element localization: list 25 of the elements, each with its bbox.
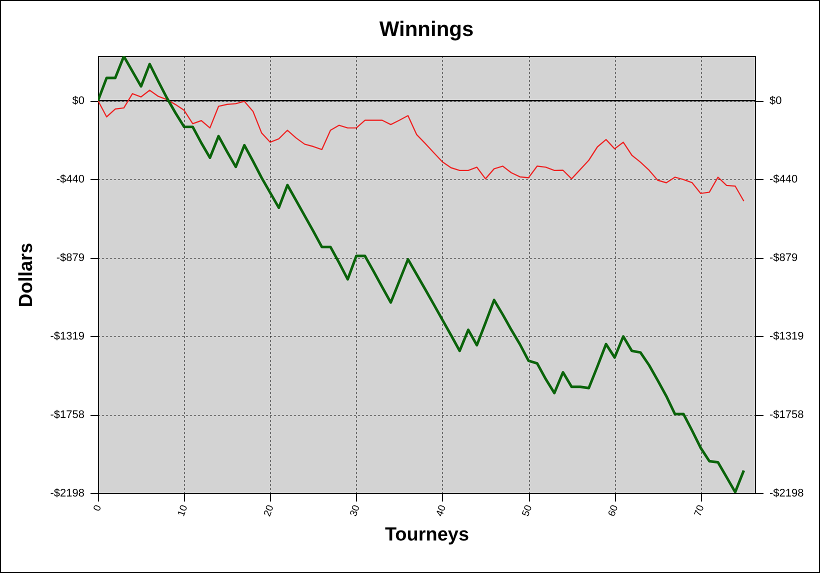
chart-title: Winnings	[379, 18, 474, 41]
y2-tick-label: -$879	[770, 252, 798, 264]
x-axis-title: Tourneys	[384, 524, 470, 546]
y2-tick-label: -$440	[770, 174, 798, 186]
y-tick-label: $0	[72, 95, 84, 108]
y-tick-label: -$879	[56, 252, 84, 264]
y-tick-label: -$440	[56, 174, 84, 186]
x-tick-label: 60	[606, 503, 621, 518]
y-tick-label: -$1319	[50, 330, 84, 343]
y-tick-label: -$1758	[50, 409, 84, 422]
y2-tick-label: -$1319	[770, 330, 804, 343]
line-series	[98, 90, 744, 202]
x-tick-label: 10	[176, 503, 190, 518]
x-tick-label: 50	[520, 503, 535, 518]
x-tick-label: 70	[692, 503, 708, 518]
y2-tick-label: -$2198	[770, 488, 804, 500]
y-tick-label: -$2198	[50, 488, 84, 500]
x-tick-label: 40	[434, 503, 449, 518]
x-tick-label: 30	[348, 503, 363, 518]
x-tick-label: 0	[92, 503, 104, 513]
y-axis-title: Dollars	[16, 242, 38, 308]
x-tick-label: 20	[262, 503, 276, 518]
y2-tick-label: $0	[770, 95, 782, 108]
line-series	[98, 56, 746, 493]
y2-tick-label: -$1758	[770, 409, 804, 422]
